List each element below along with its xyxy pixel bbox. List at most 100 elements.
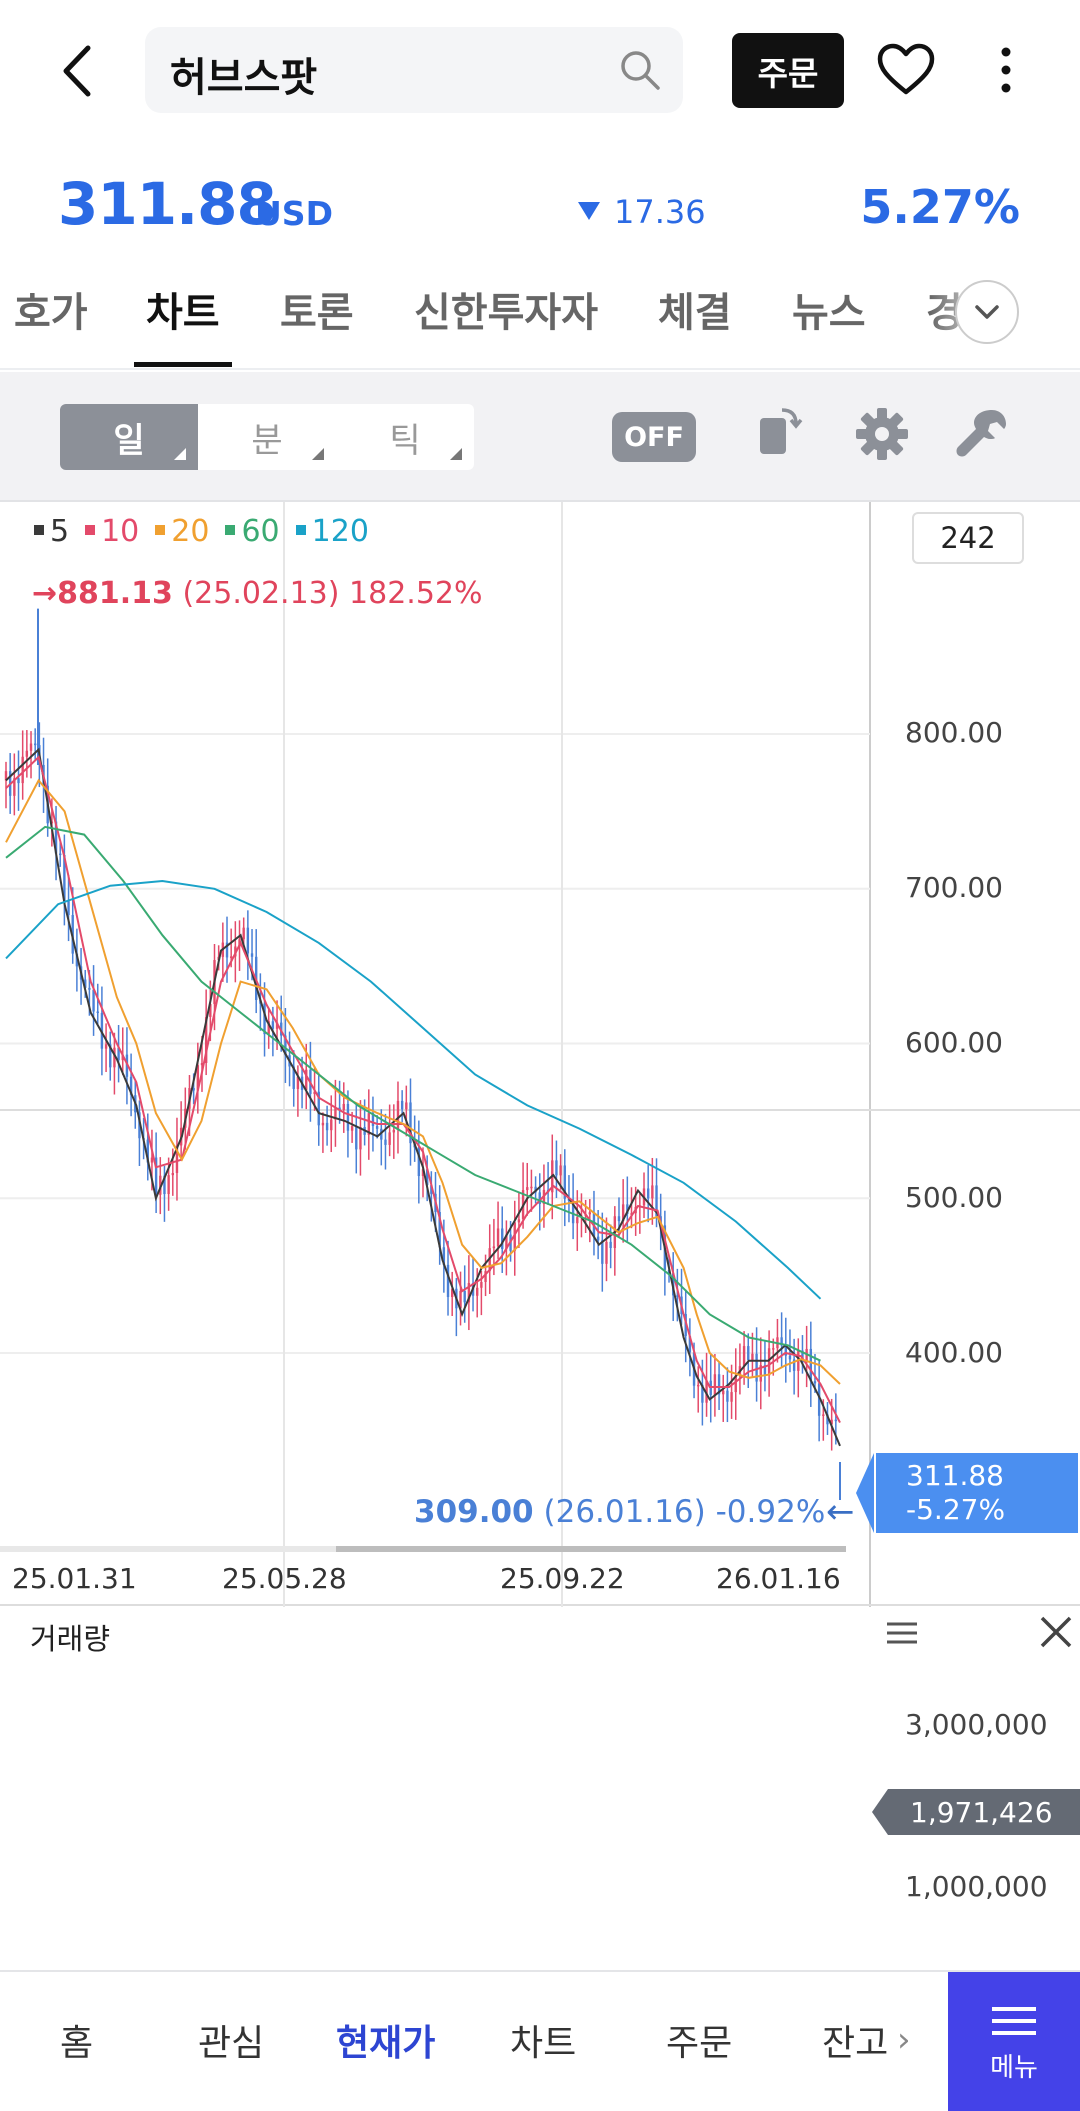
candle-body (609, 1241, 612, 1249)
candle-body (450, 1288, 454, 1298)
candle-body (275, 1022, 279, 1029)
ma-line-5 (5, 747, 841, 1447)
tab-shinhan-investors[interactable]: 신한투자자 (414, 290, 598, 336)
candle-body (621, 1204, 625, 1222)
menu-icon[interactable] (883, 1614, 923, 1654)
tab-chart[interactable]: 차트 (146, 290, 220, 336)
tab-trades[interactable]: 체결 (658, 290, 732, 336)
rotate-screen-icon[interactable] (748, 404, 808, 464)
candle-body (338, 1107, 341, 1110)
candle-body (425, 1169, 429, 1186)
tab-discussion[interactable]: 토론 (280, 290, 354, 336)
candle-body (713, 1374, 717, 1396)
legend-label: 20 (171, 514, 210, 549)
nav-home[interactable]: 홈 (60, 2023, 94, 2064)
candle-body (772, 1348, 775, 1350)
candle-body (817, 1383, 821, 1416)
candle-body (626, 1204, 629, 1214)
price-chart[interactable] (0, 502, 1080, 1607)
candle-body (430, 1185, 433, 1194)
candle-body (88, 987, 91, 990)
candle-body (59, 853, 62, 856)
candle-body (146, 1139, 149, 1163)
close-icon[interactable] (1036, 1612, 1076, 1652)
ma-line-60 (5, 825, 821, 1362)
candle-body (84, 979, 87, 988)
tab-expand-button[interactable] (955, 280, 1019, 344)
candle-body (588, 1212, 591, 1215)
candle-body (334, 1107, 337, 1120)
candle-body (246, 927, 250, 954)
toggle-off-button[interactable]: OFF (612, 412, 696, 462)
nav-current-price[interactable]: 현재가 (336, 2023, 436, 2064)
candle-body (171, 1173, 174, 1176)
chevron-right-icon[interactable]: › (897, 2020, 911, 2060)
nav-chart[interactable]: 차트 (510, 2023, 577, 2064)
period-tick-label: 틱 (389, 420, 421, 461)
tab-news[interactable]: 뉴스 (792, 290, 866, 336)
candle-body (250, 953, 254, 957)
candle-body (788, 1355, 792, 1360)
back-button[interactable] (50, 36, 110, 106)
candle-body (271, 1021, 275, 1029)
candle-body (446, 1264, 450, 1298)
candle-count-box[interactable]: 242 (912, 512, 1024, 564)
legend-label: 60 (241, 514, 280, 549)
volume-tick-label: 3,000,000 (905, 1708, 1048, 1741)
period-minute-button[interactable]: 분 (198, 404, 336, 470)
candle-body (822, 1414, 825, 1416)
tab-orderbook[interactable]: 호가 (14, 290, 88, 336)
candle-body (388, 1132, 391, 1145)
period-minute-label: 분 (251, 420, 283, 461)
legend-item: 10 (79, 514, 139, 549)
heart-icon[interactable] (876, 40, 936, 100)
candle-body (67, 901, 70, 916)
candle-body (463, 1290, 466, 1303)
legend-swatch (225, 524, 236, 535)
candle-body (517, 1219, 521, 1223)
candle-body (480, 1282, 483, 1288)
volume-tick-label: 1,000,000 (905, 1870, 1048, 1903)
currency-label: USD (255, 194, 333, 233)
ma-line-10 (5, 755, 841, 1424)
candle-body (209, 1004, 212, 1017)
candle-body (571, 1200, 575, 1224)
candle-body (751, 1353, 754, 1361)
nav-balance[interactable]: 잔고 (822, 2023, 889, 2064)
wrench-icon[interactable] (952, 404, 1012, 464)
candle-body (701, 1384, 704, 1403)
legend-item: 20 (149, 514, 209, 549)
candle-body (792, 1359, 796, 1371)
more-vertical-icon[interactable] (988, 40, 1024, 100)
candle-body (755, 1353, 758, 1382)
candle-body (563, 1165, 566, 1199)
search-box[interactable]: 허브스팟 (145, 27, 683, 113)
candle-body (409, 1102, 412, 1144)
candle-body (742, 1346, 746, 1367)
candle-body (196, 1065, 200, 1091)
nav-order[interactable]: 주문 (666, 2023, 733, 2064)
search-icon[interactable] (619, 49, 661, 91)
menu-button[interactable]: 메뉴 (948, 1972, 1080, 2111)
dropdown-corner-icon (174, 448, 186, 460)
candle-body (476, 1287, 479, 1296)
candle-body (25, 750, 29, 757)
candle-body (225, 942, 229, 958)
candle-body (92, 989, 95, 1012)
candle-body (655, 1185, 658, 1217)
candle-body (759, 1365, 762, 1382)
ma-line-120 (5, 879, 822, 1300)
gear-icon[interactable] (852, 404, 912, 464)
current-price-tag-pointer (856, 1453, 874, 1533)
menu-label: 메뉴 (990, 2053, 1038, 2083)
period-tick-button[interactable]: 틱 (336, 404, 474, 470)
candle-body (4, 771, 8, 781)
legend-label: 5 (50, 514, 70, 549)
candle-body (617, 1216, 621, 1222)
x-tick-label: 25.01.31 (12, 1562, 137, 1595)
nav-watchlist[interactable]: 관심 (198, 2023, 265, 2064)
period-day-button[interactable]: 일 (60, 404, 198, 470)
order-button[interactable]: 주문 (732, 33, 844, 108)
candle-body (555, 1160, 558, 1176)
candle-body (492, 1246, 496, 1249)
